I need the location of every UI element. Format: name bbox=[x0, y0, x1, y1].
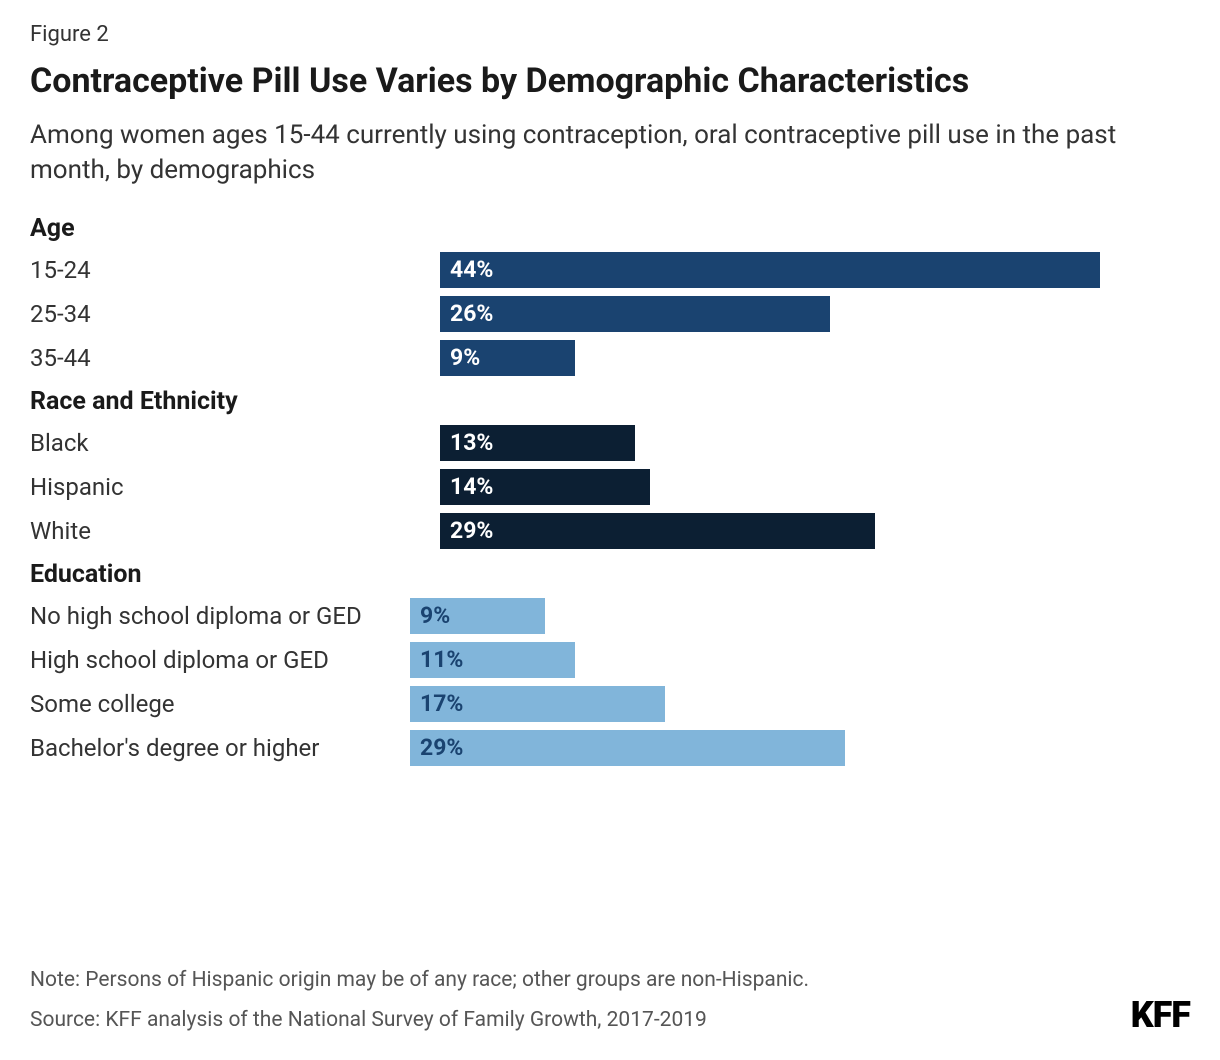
bar-area: 29% bbox=[440, 513, 1180, 549]
row-label: High school diploma or GED bbox=[30, 646, 410, 674]
chart-title: Contraceptive Pill Use Varies by Demogra… bbox=[30, 61, 1190, 102]
bar-value: 44% bbox=[450, 256, 493, 283]
bar: 13% bbox=[440, 425, 635, 461]
bar: 9% bbox=[410, 598, 545, 634]
bar-value: 11% bbox=[420, 646, 463, 673]
bar: 11% bbox=[410, 642, 575, 678]
bar-area: 9% bbox=[410, 598, 1180, 634]
row-label: 15-24 bbox=[30, 256, 440, 284]
bar-value: 9% bbox=[450, 344, 480, 371]
chart-row: High school diploma or GED 11% bbox=[30, 639, 1190, 681]
row-label: Some college bbox=[30, 690, 410, 718]
chart-subtitle: Among women ages 15-44 currently using c… bbox=[30, 118, 1190, 188]
row-label: 25-34 bbox=[30, 300, 440, 328]
bar-area: 26% bbox=[440, 296, 1180, 332]
bar-area: 44% bbox=[440, 252, 1180, 288]
bar: 26% bbox=[440, 296, 830, 332]
group-header: Education bbox=[30, 560, 1190, 589]
group-header: Race and Ethnicity bbox=[30, 387, 1190, 416]
bar-value: 9% bbox=[420, 602, 450, 629]
chart-row: Hispanic 14% bbox=[30, 466, 1190, 508]
source-text: Source: KFF analysis of the National Sur… bbox=[30, 1005, 1190, 1037]
bar-area: 17% bbox=[410, 686, 1180, 722]
chart-row: Some college 17% bbox=[30, 683, 1190, 725]
row-label: Hispanic bbox=[30, 473, 440, 501]
chart-row: White 29% bbox=[30, 510, 1190, 552]
kff-logo: KFF bbox=[1131, 994, 1190, 1036]
footnote: Note: Persons of Hispanic origin may be … bbox=[30, 965, 1190, 997]
bar-value: 13% bbox=[450, 429, 493, 456]
footer: Note: Persons of Hispanic origin may be … bbox=[30, 965, 1190, 1036]
bar: 29% bbox=[440, 513, 875, 549]
bar: 9% bbox=[440, 340, 575, 376]
bar-value: 17% bbox=[420, 690, 463, 717]
row-label: No high school diploma or GED bbox=[30, 602, 410, 630]
row-label: White bbox=[30, 517, 440, 545]
row-label: 35-44 bbox=[30, 344, 440, 372]
bar-value: 14% bbox=[450, 473, 493, 500]
bar-area: 11% bbox=[410, 642, 1180, 678]
bar: 44% bbox=[440, 252, 1100, 288]
bar-value: 29% bbox=[450, 517, 493, 544]
bar: 14% bbox=[440, 469, 650, 505]
group-header: Age bbox=[30, 214, 1190, 243]
bar-value: 26% bbox=[450, 300, 493, 327]
bar-area: 9% bbox=[440, 340, 1180, 376]
chart-row: No high school diploma or GED 9% bbox=[30, 595, 1190, 637]
row-label: Black bbox=[30, 429, 440, 457]
bar-value: 29% bbox=[420, 734, 463, 761]
bar: 17% bbox=[410, 686, 665, 722]
bar-area: 29% bbox=[410, 730, 1180, 766]
figure-label: Figure 2 bbox=[30, 22, 1190, 47]
chart-row: 15-24 44% bbox=[30, 249, 1190, 291]
bar: 29% bbox=[410, 730, 845, 766]
chart-row: Black 13% bbox=[30, 422, 1190, 464]
chart-row: Bachelor's degree or higher 29% bbox=[30, 727, 1190, 769]
chart-row: 35-44 9% bbox=[30, 337, 1190, 379]
bar-area: 14% bbox=[440, 469, 1180, 505]
row-label: Bachelor's degree or higher bbox=[30, 734, 410, 762]
bar-area: 13% bbox=[440, 425, 1180, 461]
bar-chart: Age 15-24 44% 25-34 26% 35-44 9% Race and Ethni… bbox=[30, 214, 1190, 769]
chart-row: 25-34 26% bbox=[30, 293, 1190, 335]
